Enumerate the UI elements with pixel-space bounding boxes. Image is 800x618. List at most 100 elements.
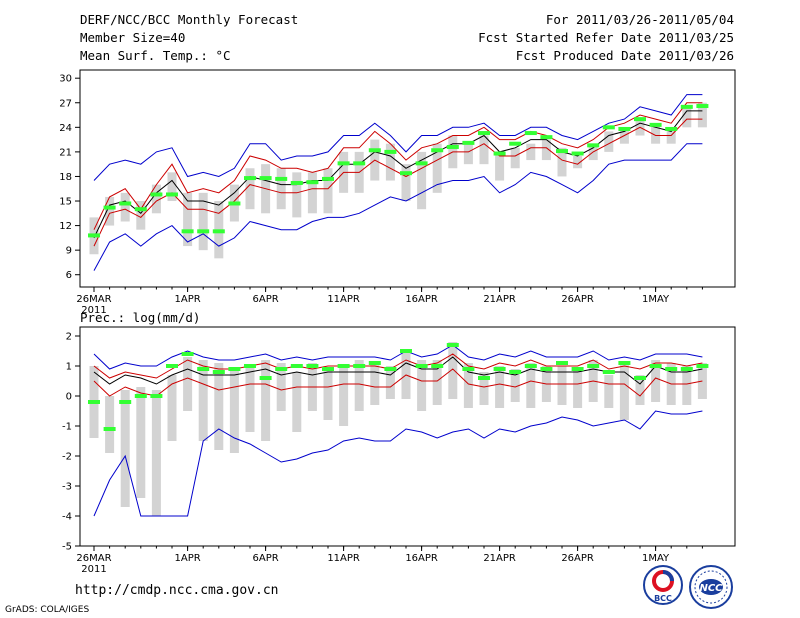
temp-median-mark bbox=[587, 143, 600, 148]
temp-box bbox=[401, 164, 411, 202]
prec-box bbox=[292, 372, 302, 432]
temp-box bbox=[105, 196, 115, 226]
prec-median-mark bbox=[618, 361, 631, 365]
temp-median-mark bbox=[400, 171, 412, 176]
temp-median-mark bbox=[197, 229, 210, 234]
prec-median-mark bbox=[150, 394, 163, 398]
prec-median-mark bbox=[556, 361, 568, 365]
prec-median-mark bbox=[384, 367, 397, 371]
temp-median-mark bbox=[524, 131, 537, 136]
prec-upper-line bbox=[93, 353, 703, 379]
temp-ytick-label: 9 bbox=[66, 246, 72, 257]
temp-median-mark bbox=[602, 125, 615, 130]
prec-panel-title: Prec.: log(mm/d) bbox=[80, 310, 201, 325]
prec-box bbox=[417, 360, 427, 411]
temp-median-mark bbox=[119, 201, 132, 206]
temp-ytick-label: 21 bbox=[59, 147, 72, 158]
temp-median-mark bbox=[212, 229, 225, 234]
prec-xtick-label: 1MAY bbox=[642, 553, 670, 564]
temp-median-mark bbox=[415, 161, 428, 166]
forecast-started-date: Fcst Started Refer Date 2011/03/25 bbox=[478, 30, 734, 45]
prec-median-mark bbox=[415, 364, 428, 368]
temp-box bbox=[463, 143, 473, 165]
prec-box bbox=[167, 375, 177, 441]
temp-xtick-year: 2011 bbox=[81, 305, 106, 316]
prec-box bbox=[245, 366, 255, 432]
temp-xtick-label: 11APR bbox=[327, 294, 360, 305]
temp-median-mark bbox=[618, 126, 631, 131]
prec-box bbox=[198, 360, 208, 441]
prec-median-mark bbox=[119, 400, 132, 404]
temp-ytick-label: 6 bbox=[66, 270, 72, 281]
temp-median-mark bbox=[306, 180, 319, 185]
temp-xtick-label: 1APR bbox=[175, 294, 201, 305]
temp-ytick-label: 15 bbox=[59, 197, 72, 208]
prec-median-mark bbox=[587, 364, 600, 368]
prec-xtick-label: 11APR bbox=[327, 553, 360, 564]
prec-box bbox=[385, 366, 395, 399]
prec-median-mark bbox=[134, 394, 147, 398]
prec-median-mark bbox=[181, 352, 194, 356]
prec-box bbox=[370, 363, 380, 405]
temp-box bbox=[307, 172, 317, 214]
prec-median-mark bbox=[524, 364, 537, 368]
temp-box bbox=[198, 192, 208, 251]
temp-box bbox=[432, 143, 442, 193]
temp-median-mark bbox=[150, 192, 163, 197]
prec-xtick-label: 26MAR bbox=[76, 553, 111, 564]
temp-xtick-label: 26APR bbox=[561, 294, 594, 305]
temp-box bbox=[167, 172, 177, 202]
temp-median-mark bbox=[384, 149, 397, 154]
bcc-logo-text: BCC bbox=[654, 594, 672, 603]
prec-box bbox=[136, 387, 146, 498]
prec-max-line bbox=[93, 344, 703, 370]
prec-box bbox=[151, 390, 161, 516]
prec-box bbox=[495, 366, 505, 408]
temp-ytick-label: 24 bbox=[59, 123, 72, 134]
prec-box bbox=[339, 366, 349, 426]
prec-median-mark bbox=[509, 370, 522, 374]
temp-median-mark bbox=[244, 176, 256, 181]
ncc-logo-text: NCC bbox=[699, 583, 723, 594]
temp-xtick-label: 16APR bbox=[405, 294, 438, 305]
temp-box bbox=[151, 184, 161, 214]
prec-median-mark bbox=[259, 376, 272, 380]
temp-box bbox=[292, 172, 302, 218]
prec-xtick-label: 21APR bbox=[483, 553, 516, 564]
prec-median-mark bbox=[244, 364, 256, 368]
prec-box bbox=[651, 360, 661, 402]
temp-box bbox=[183, 192, 193, 247]
temp-xtick-label: 1MAY bbox=[642, 294, 670, 305]
source-url[interactable]: http://cmdp.ncc.cma.gov.cn bbox=[75, 583, 279, 598]
temp-xtick-label: 26MAR bbox=[76, 294, 111, 305]
temp-median-mark bbox=[556, 149, 568, 154]
temp-median-mark bbox=[228, 201, 241, 206]
prec-box bbox=[183, 357, 193, 411]
prec-ytick-label: -2 bbox=[62, 452, 72, 463]
temp-box bbox=[510, 147, 520, 169]
prec-median-mark bbox=[103, 427, 116, 431]
temp-xtick-label: 6APR bbox=[253, 294, 279, 305]
prec-median-mark bbox=[212, 370, 225, 374]
prec-xtick-label: 16APR bbox=[405, 553, 438, 564]
prec-box bbox=[510, 369, 520, 402]
prec-box bbox=[479, 372, 489, 405]
prec-median-mark bbox=[540, 367, 553, 371]
prec-median-mark bbox=[290, 364, 303, 368]
temp-median-mark bbox=[337, 161, 350, 166]
temp-box bbox=[526, 143, 536, 161]
temp-box bbox=[245, 168, 255, 210]
forecast-produced-date: Fcst Produced Date 2011/03/26 bbox=[515, 48, 734, 63]
temp-median-mark bbox=[478, 131, 490, 136]
prec-box bbox=[120, 390, 130, 507]
temp-xtick-label: 21APR bbox=[483, 294, 516, 305]
grads-credit: GrADS: COLA/IGES bbox=[5, 605, 90, 615]
temp-median-mark bbox=[368, 148, 381, 153]
temp-median-mark bbox=[696, 104, 709, 109]
prec-box bbox=[619, 363, 629, 420]
temp-median-mark bbox=[166, 192, 178, 197]
prec-box bbox=[682, 366, 692, 405]
temp-median-mark bbox=[493, 151, 506, 156]
prec-median-mark bbox=[88, 400, 100, 404]
